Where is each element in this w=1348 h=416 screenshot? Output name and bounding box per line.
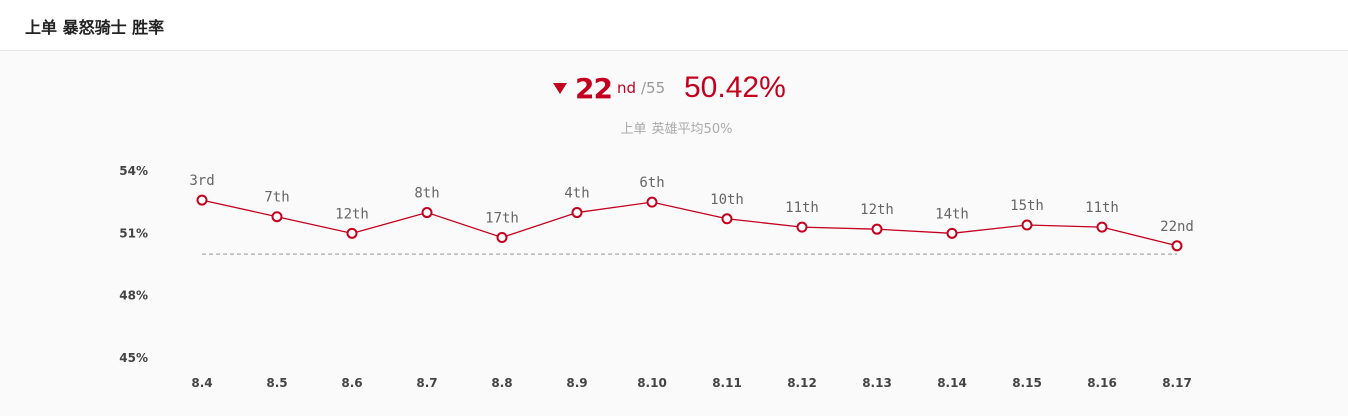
trend-down-icon [553,83,567,94]
data-point [271,211,283,223]
rank-data-label: 12th [860,202,894,218]
rank-data-label: 4th [564,186,589,202]
page-title: 上单 暴怒骑士 胜率 [25,18,165,37]
x-tick-label: 8.16 [1087,376,1117,390]
data-point [196,194,208,206]
y-tick-label: 48% [119,289,148,303]
data-point [721,213,733,225]
y-tick-label: 45% [119,351,148,365]
average-subtitle: 上单 英雄平均50% [0,118,1348,137]
x-tick-label: 8.15 [1012,376,1042,390]
rank-data-label: 7th [264,190,289,206]
rank-data-label: 12th [335,206,369,222]
rank-data-label: 11th [785,200,819,216]
rank-number: 22 [575,72,613,105]
x-tick-label: 8.17 [1162,376,1192,390]
win-rate: 50.42% [684,71,786,104]
rank-data-label: 3rd [189,173,214,189]
x-tick-label: 8.6 [341,376,362,390]
chart-panel [0,51,1348,416]
data-point [1021,219,1033,231]
rank-data-label: 15th [1010,198,1044,214]
x-tick-label: 8.4 [191,376,212,390]
data-point [871,223,883,235]
rank-data-label: 6th [639,175,664,191]
subtitle-average: 英雄平均50% [651,122,733,137]
data-point [496,231,508,243]
rank-suffix: nd [617,79,637,97]
page-header: 上单 暴怒骑士 胜率 [0,0,1348,51]
data-point [646,196,658,208]
x-tick-label: 8.9 [566,376,587,390]
y-tick-label: 51% [119,226,148,240]
data-point [1096,221,1108,233]
y-tick-label: 54% [119,164,148,178]
rank-summary: 22 nd /55 50.42% [0,70,1348,106]
data-point [571,207,583,219]
data-point [346,227,358,239]
rank-data-label: 8th [414,186,439,202]
x-tick-label: 8.7 [416,376,437,390]
x-tick-label: 8.12 [787,376,817,390]
x-tick-label: 8.5 [266,376,287,390]
x-tick-label: 8.11 [712,376,742,390]
x-tick-label: 8.13 [862,376,892,390]
x-tick-label: 8.10 [637,376,667,390]
rank-total: /55 [641,79,666,97]
subtitle-role: 上单 [620,122,647,137]
rank-data-label: 17th [485,210,519,226]
x-tick-label: 8.8 [491,376,512,390]
series-line [201,199,1178,247]
data-point [946,227,958,239]
rank-data-label: 10th [710,192,744,208]
data-point [1171,240,1183,252]
x-tick-label: 8.14 [937,376,967,390]
data-point [796,221,808,233]
rank-data-label: 14th [935,206,969,222]
rank-data-label: 22nd [1160,219,1194,235]
data-point [421,207,433,219]
rank-data-label: 11th [1085,200,1119,216]
